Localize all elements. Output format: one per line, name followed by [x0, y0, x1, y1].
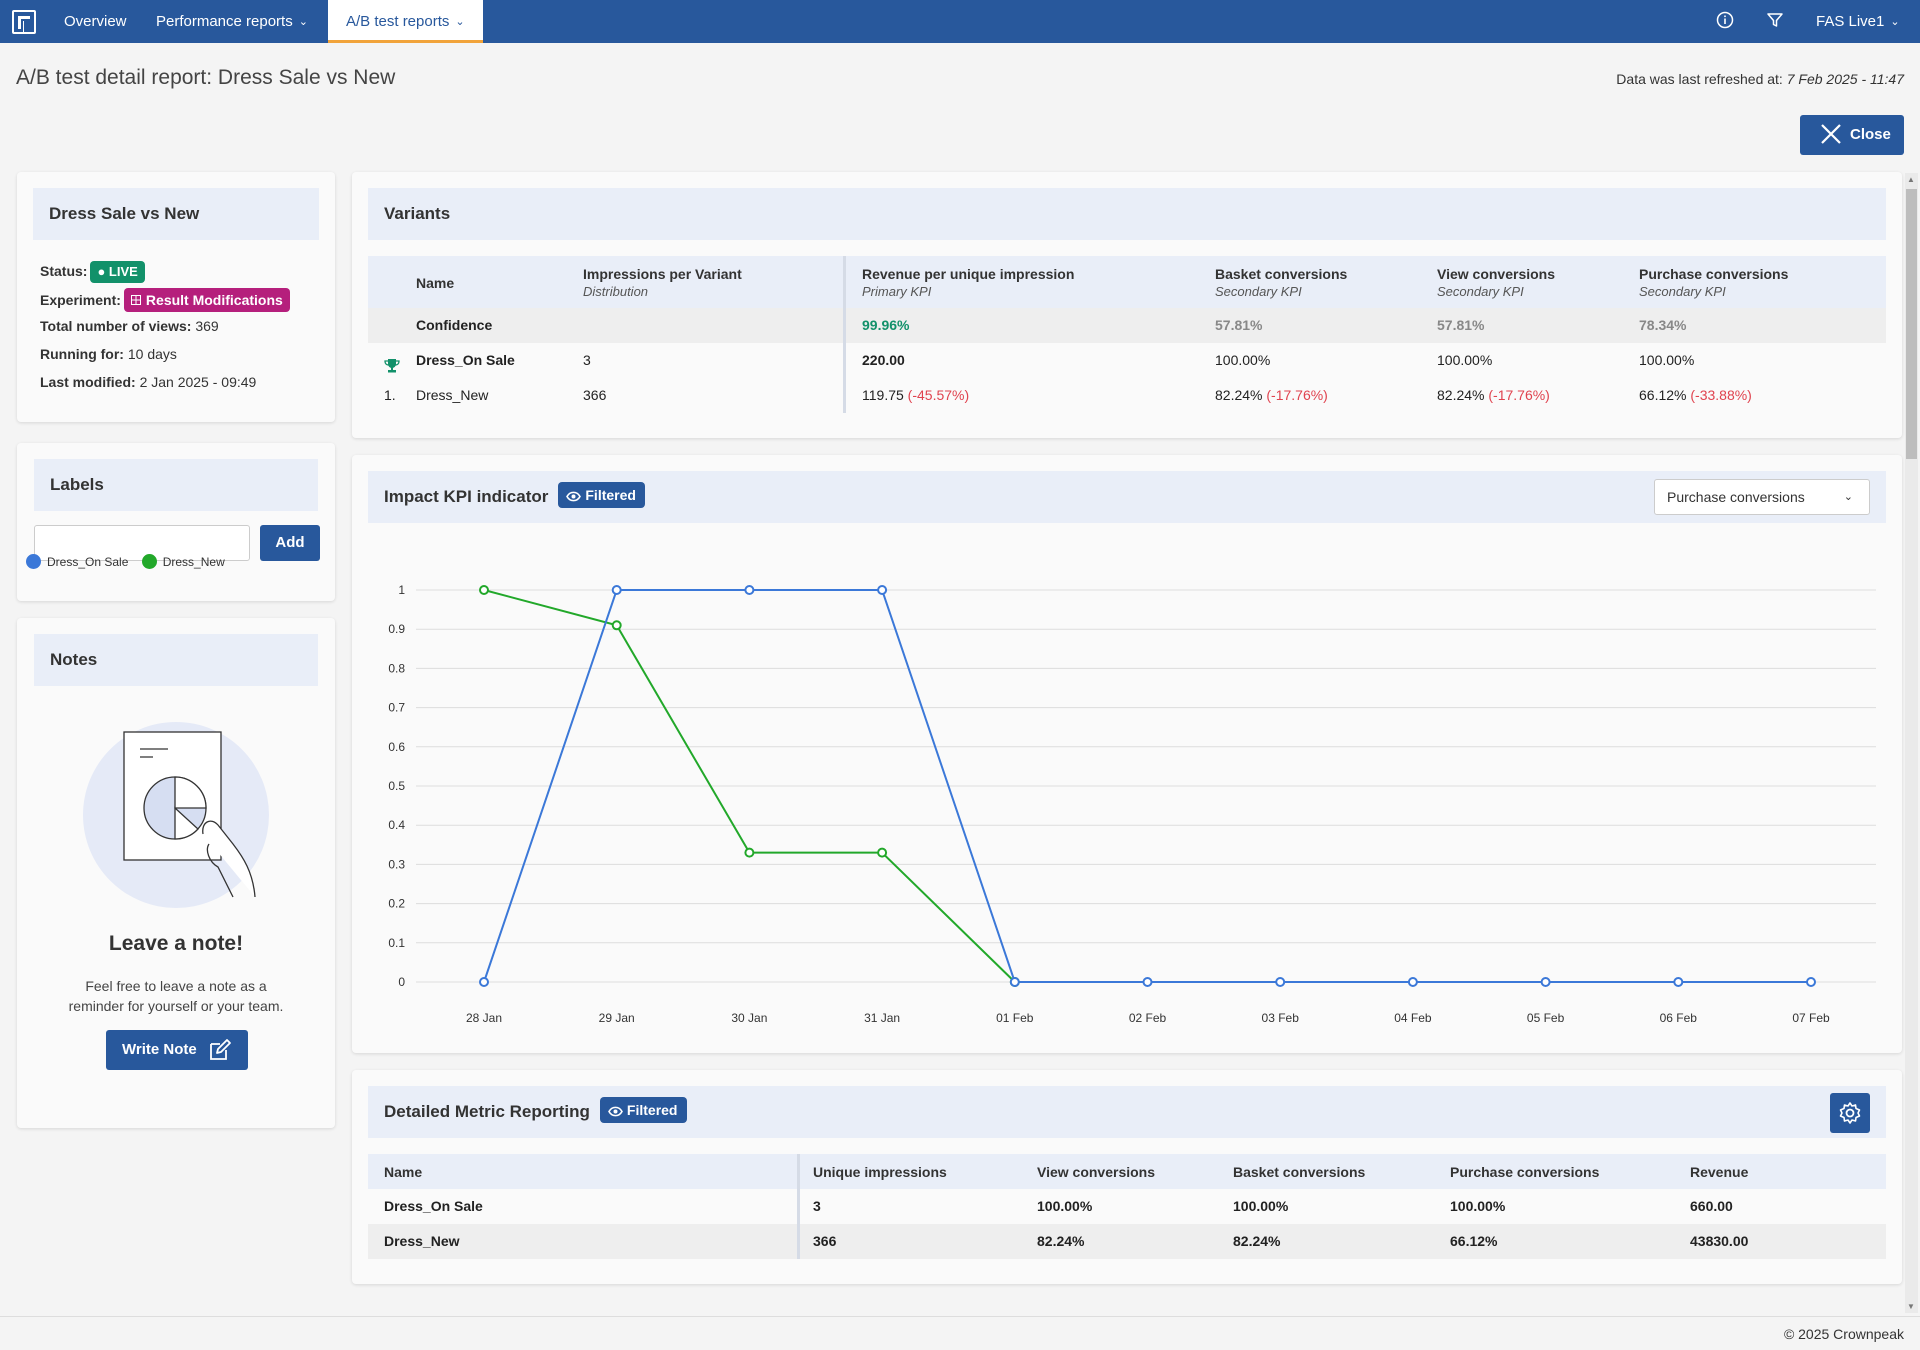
filtered-badge[interactable]: Filtered — [558, 482, 645, 508]
label-input[interactable] — [34, 525, 250, 561]
chart-legend: Dress_On Sale Dress_New — [26, 554, 225, 569]
detailed-header: Detailed Metric Reporting Filtered — [368, 1086, 1886, 1138]
variants-header-row: Name Impressions per Variant Distribution… — [368, 256, 1886, 308]
table-row: 1. Dress_New 366 119.75 (-45.57%) 82.24%… — [384, 387, 1752, 403]
filter-icon[interactable] — [1766, 0, 1784, 43]
chevron-down-icon: ⌄ — [1843, 491, 1853, 503]
chevron-down-icon: ⌄ — [1890, 16, 1900, 28]
page-scrollbar[interactable]: ▲ ▼ — [1905, 173, 1918, 1313]
notes-title: Notes — [34, 634, 318, 686]
status-row: Status: ● LIVE — [40, 261, 145, 283]
close-icon — [1821, 124, 1841, 144]
account-menu[interactable]: FAS Live1 ⌄ — [1816, 0, 1900, 43]
chevron-down-icon: ⌄ — [455, 16, 465, 28]
summary-card: Dress Sale vs New Status: ● LIVE Experime… — [17, 172, 335, 422]
table-row: Dress_New 366 82.24% 82.24% 66.12% 43830… — [368, 1224, 1886, 1259]
close-button[interactable]: Close — [1800, 115, 1904, 155]
eye-icon — [608, 1106, 623, 1117]
edit-icon — [210, 1039, 231, 1060]
header-purchase: Purchase conversions Secondary KPI — [1639, 266, 1789, 299]
legend-item-dress-new[interactable]: Dress_New — [141, 554, 225, 569]
write-note-button[interactable]: Write Note — [106, 1030, 248, 1070]
note-description: Feel free to leave a note as a reminder f… — [68, 978, 284, 1014]
grid-icon — [130, 295, 141, 305]
tab-overview[interactable]: Overview — [64, 13, 127, 30]
note-illustration-icon — [83, 722, 269, 908]
header-view: View conversions Secondary KPI — [1437, 266, 1556, 299]
chevron-down-icon: ⌄ — [298, 16, 308, 28]
running-row: Running for: 10 days — [40, 346, 177, 362]
scrollbar-thumb[interactable] — [1906, 189, 1917, 459]
column-divider — [797, 1154, 800, 1259]
trophy-icon — [384, 352, 400, 387]
settings-button[interactable] — [1830, 1093, 1870, 1133]
variants-title: Variants — [368, 188, 1886, 240]
legend-dot-icon — [26, 554, 41, 569]
column-divider — [843, 256, 846, 413]
header-name: Name — [416, 275, 455, 291]
variants-card: Variants Name Impressions per Variant Dis… — [352, 172, 1902, 438]
notes-card: Notes Leave a note! Feel free to leave a… — [17, 618, 335, 1128]
detailed-header-row: Name Unique impressions View conversions… — [368, 1154, 1886, 1189]
header-impressions: Impressions per Variant Distribution — [583, 266, 742, 299]
kpi-select[interactable]: Purchase conversions ⌄ — [1654, 479, 1870, 515]
scroll-up-icon[interactable]: ▲ — [1907, 175, 1915, 184]
page-title: A/B test detail report: Dress Sale vs Ne… — [16, 66, 396, 89]
detailed-card: Detailed Metric Reporting Filtered Name U… — [352, 1070, 1902, 1284]
table-row: Dress_On Sale 3 100.00% 100.00% 100.00% … — [384, 1198, 1733, 1214]
legend-dot-icon — [141, 554, 157, 569]
info-icon[interactable] — [1716, 0, 1734, 43]
tab-ab-test-reports[interactable]: A/B test reports ⌄ — [328, 0, 483, 43]
footer: © 2025 Crownpeak — [0, 1316, 1920, 1350]
experiment-badge: Result Modifications — [123, 288, 290, 312]
header-revenue: Revenue per unique impression Primary KPI — [862, 266, 1075, 299]
labels-title: Labels — [34, 459, 318, 511]
legend-item-dress-on-sale[interactable]: Dress_On Sale — [26, 554, 128, 569]
scroll-down-icon[interactable]: ▼ — [1907, 1302, 1915, 1311]
impact-card: Impact KPI indicator Filtered Purchase co… — [352, 455, 1902, 1053]
app-logo-icon[interactable] — [12, 10, 36, 34]
filtered-badge[interactable]: Filtered — [599, 1097, 687, 1123]
top-nav: Overview Performance reports ⌄ A/B test r… — [0, 0, 1920, 43]
gear-icon — [1839, 1102, 1861, 1124]
refresh-info: Data was last refreshed at: 7 Feb 2025 -… — [1616, 71, 1904, 87]
summary-title: Dress Sale vs New — [33, 188, 319, 240]
modified-row: Last modified: 2 Jan 2025 - 09:49 — [40, 374, 257, 390]
status-badge: ● LIVE — [90, 261, 145, 283]
note-heading: Leave a note! — [108, 932, 244, 955]
experiment-row: Experiment: Result Modifications — [40, 288, 290, 312]
table-row: Dress_On Sale 3 220.00 100.00% 100.00% 1… — [368, 343, 1886, 378]
impact-header: Impact KPI indicator Filtered Purchase co… — [368, 471, 1886, 523]
tab-performance-reports[interactable]: Performance reports ⌄ — [138, 0, 326, 43]
eye-icon — [566, 491, 582, 502]
labels-card: Labels Add — [17, 443, 335, 601]
add-label-button[interactable]: Add — [260, 525, 320, 561]
views-row: Total number of views: 369 — [40, 318, 219, 334]
confidence-row: Confidence 99.96% 57.81% 57.81% 78.34% — [368, 308, 1886, 343]
header-basket: Basket conversions Secondary KPI — [1215, 266, 1348, 299]
